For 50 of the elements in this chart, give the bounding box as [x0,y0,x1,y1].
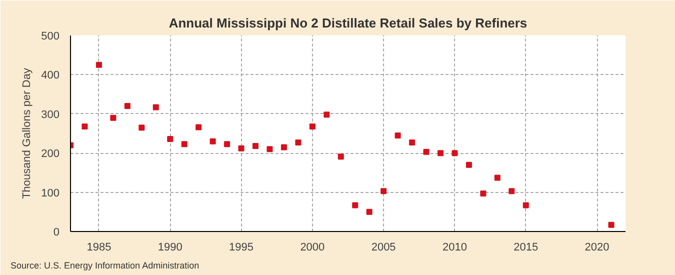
point [181,141,188,148]
point [394,132,401,138]
point [138,124,145,131]
point [352,202,358,208]
point [224,141,230,148]
point [423,148,430,155]
y-tick-label: 200 [41,148,60,160]
x-tick-label: 1985 [86,242,112,254]
point [196,124,202,130]
point [124,103,130,110]
point [438,150,444,156]
point [210,138,216,144]
point [238,145,244,152]
x-tick-label: 2010 [442,242,467,254]
point [466,162,472,168]
point [494,174,500,181]
x-tick-label: 1990 [158,242,182,254]
point [608,222,614,228]
point [409,140,416,146]
y-tick-label: 400 [41,70,60,82]
source-note: Source: U.S. Energy Information Administration [10,260,200,270]
x-tick-label: 2005 [371,242,396,254]
point [309,123,316,130]
y-tick-label: 100 [41,187,60,200]
point [508,188,515,194]
point [452,150,458,156]
point [295,140,302,146]
point [380,188,387,194]
point [167,136,174,142]
point [82,123,88,130]
y-axis-title: Thousand Gallons per Day [21,68,34,199]
point [522,202,529,208]
y-tick-label: 300 [41,108,60,121]
chart-title: Annual Mississippi No 2 Distillate Retail Sales by Refiners [168,16,528,30]
point [252,143,258,150]
point [280,144,287,150]
point [110,114,116,121]
x-tick-label: 2000 [300,242,325,254]
point [366,208,372,215]
x-tick-label: 2015 [514,242,538,254]
point [480,190,486,196]
point [266,146,273,152]
point [324,112,330,118]
y-tick-label: 0 [53,226,60,238]
point [152,104,159,110]
point [338,154,344,160]
x-tick-label: 2020 [584,242,610,254]
x-tick-label: 1995 [229,242,254,254]
point [96,62,102,68]
y-tick-label: 500 [41,30,60,42]
